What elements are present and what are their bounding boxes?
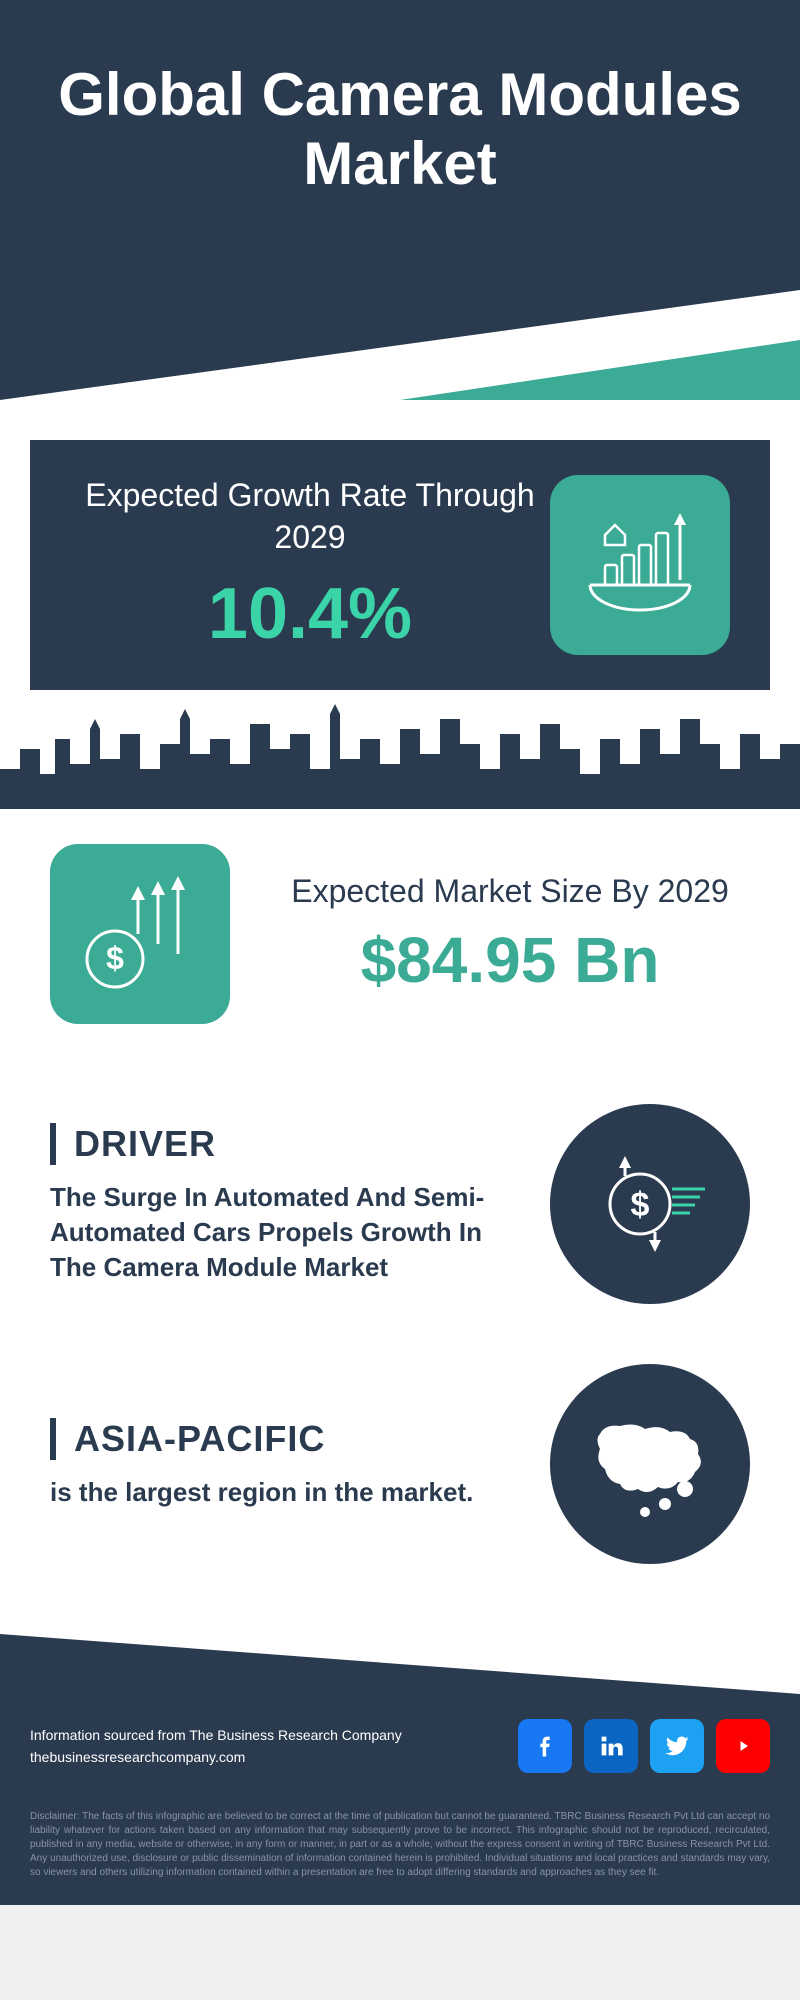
region-text-block: ASIA-PACIFIC is the largest region in th… [50, 1418, 520, 1510]
market-label: Expected Market Size By 2029 [270, 871, 750, 913]
skyline-decoration [0, 689, 800, 809]
footer-info: Information sourced from The Business Re… [30, 1724, 402, 1769]
svg-text:$: $ [631, 1186, 650, 1224]
growth-chart-icon [550, 475, 730, 655]
footer-decoration [0, 1634, 800, 1694]
growth-section: Expected Growth Rate Through 2029 10.4% [30, 440, 770, 690]
disclaimer-text: Disclaimer: The facts of this infographi… [0, 1798, 800, 1905]
footer-source: Information sourced from The Business Re… [30, 1724, 402, 1746]
footer-url: thebusinessresearchcompany.com [30, 1746, 402, 1768]
social-icons [518, 1719, 770, 1773]
twitter-icon[interactable] [650, 1719, 704, 1773]
market-text-block: Expected Market Size By 2029 $84.95 Bn [270, 871, 750, 997]
svg-text:$: $ [106, 940, 124, 976]
youtube-icon[interactable] [716, 1719, 770, 1773]
market-growth-icon: $ [50, 844, 230, 1024]
driver-description: The Surge In Automated And Semi-Automate… [50, 1180, 520, 1285]
header-decoration-teal [400, 340, 800, 400]
market-value: $84.95 Bn [270, 923, 750, 997]
growth-value: 10.4% [70, 573, 550, 655]
driver-circle-icon: $ [550, 1104, 750, 1304]
driver-text-block: DRIVER The Surge In Automated And Semi-A… [50, 1123, 520, 1285]
footer-section: Information sourced from The Business Re… [0, 1694, 800, 1798]
growth-text-block: Expected Growth Rate Through 2029 10.4% [70, 475, 550, 655]
driver-heading: DRIVER [50, 1123, 520, 1165]
header-section: Global Camera Modules Market [0, 0, 800, 400]
region-heading: ASIA-PACIFIC [50, 1418, 520, 1460]
main-title: Global Camera Modules Market [0, 0, 800, 198]
growth-label: Expected Growth Rate Through 2029 [70, 475, 550, 558]
region-map-icon [550, 1364, 750, 1564]
region-description: is the largest region in the market. [50, 1475, 520, 1510]
infographic-container: Global Camera Modules Market Expected Gr… [0, 0, 800, 1905]
footer-content: Information sourced from The Business Re… [30, 1719, 770, 1773]
region-section: ASIA-PACIFIC is the largest region in th… [0, 1334, 800, 1594]
market-section: $ Expected Market Size By 2029 $84.95 Bn [0, 814, 800, 1074]
facebook-icon[interactable] [518, 1719, 572, 1773]
driver-section: DRIVER The Surge In Automated And Semi-A… [0, 1074, 800, 1334]
linkedin-icon[interactable] [584, 1719, 638, 1773]
